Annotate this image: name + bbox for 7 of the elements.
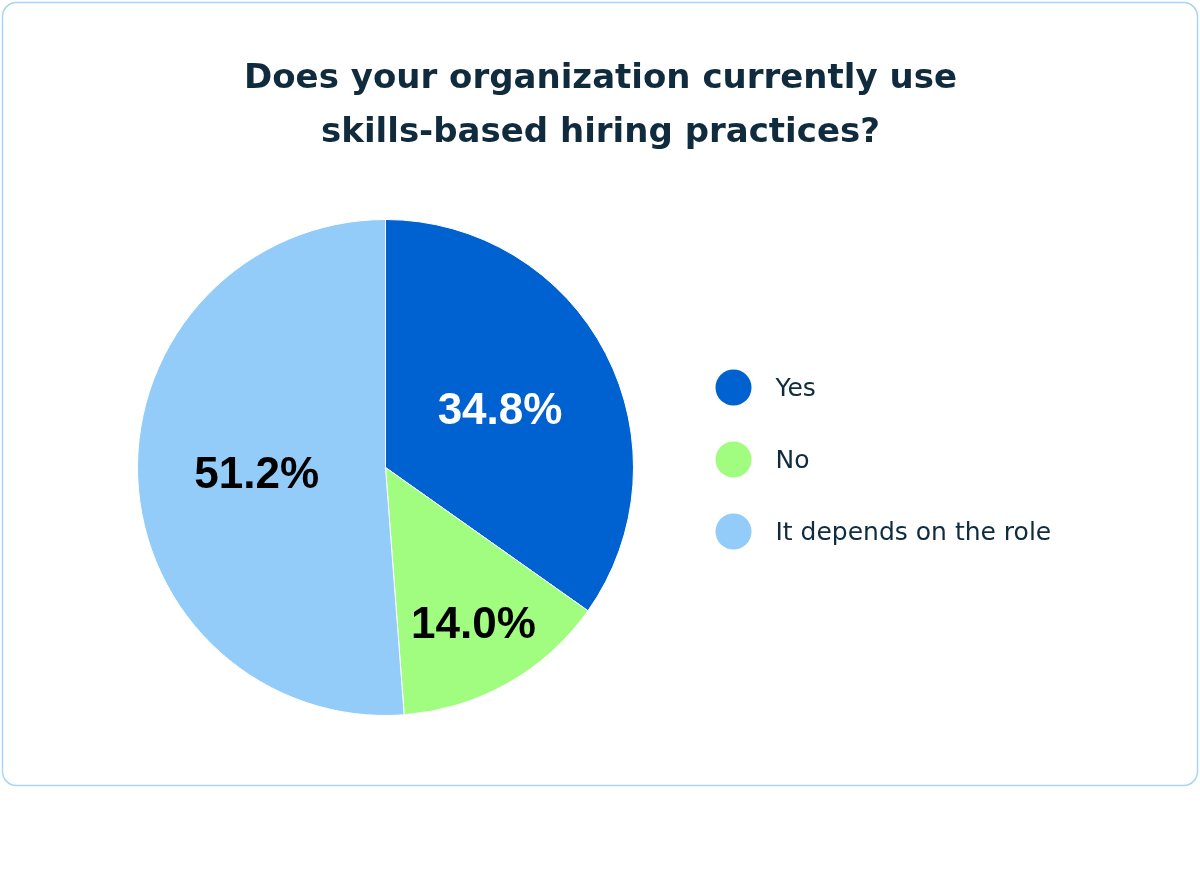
data-label: 34.8% (437, 383, 563, 433)
legend-label: Yes (774, 373, 816, 402)
chart-title: Does your organization currently use skills-based hiring practices? (244, 55, 957, 150)
legend-label: No (775, 445, 810, 474)
legend-label: It depends on the role (775, 517, 1052, 546)
data-label: 14.0% (411, 598, 536, 648)
data-label: 51.2% (194, 447, 320, 497)
